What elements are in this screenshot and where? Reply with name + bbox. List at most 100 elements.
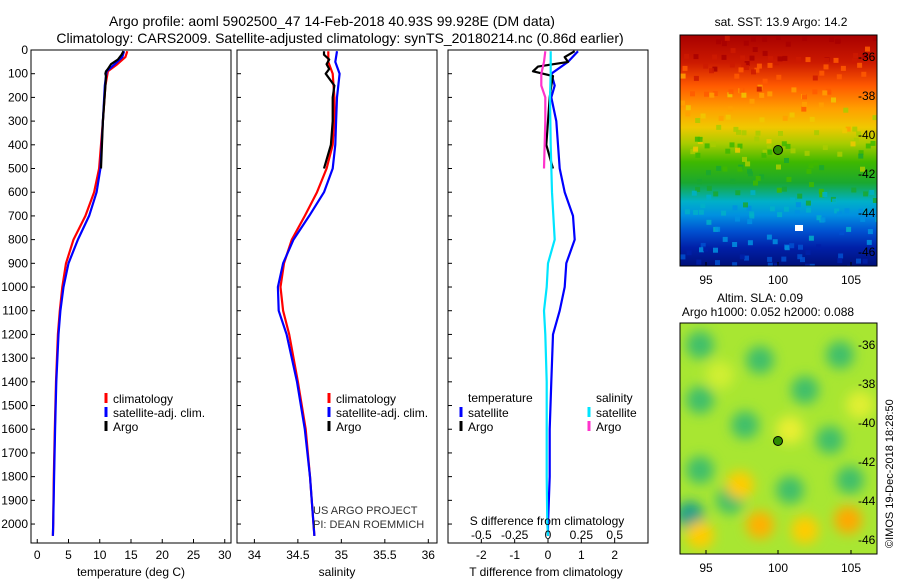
sst-cell (750, 36, 756, 42)
sst-cell (747, 240, 753, 246)
sst-cell (762, 78, 768, 84)
sst-cell (782, 55, 788, 61)
sst-cell (781, 256, 787, 262)
sst-cell (852, 126, 858, 132)
sst-cell (781, 186, 787, 192)
sst-cell (816, 215, 822, 221)
salinity-series (276, 51, 341, 536)
sst-cell (756, 86, 762, 92)
sst-cell (713, 247, 718, 253)
sst-cell (805, 200, 811, 206)
sst-cell (823, 64, 829, 70)
depth-tick-label: 100 (8, 67, 28, 81)
sst-cell (797, 193, 803, 199)
sst-cell (704, 91, 709, 97)
salinity-legend: climatology satellite-adj. clim. Argo (327, 392, 428, 434)
depth-axis-ticks: 0 100 200 300 400 500 600 700 800 900 1000 1100 1200… (1, 43, 452, 531)
series-line-satellite-adj-clim- (51, 50, 126, 536)
sst-cell (812, 75, 818, 81)
sst-cell (790, 148, 796, 154)
sst-cell (744, 65, 750, 70)
salinity-diff-tick-label: 0.5 (606, 528, 623, 542)
sst-cell (739, 254, 745, 260)
x-tick-label: 1 (578, 548, 585, 562)
sst-cell (865, 46, 870, 52)
sst-cell (733, 126, 739, 132)
depth-tick-label: 1900 (1, 493, 28, 507)
sst-cell (759, 117, 765, 123)
sst-cell (804, 150, 810, 156)
sst-cell (721, 54, 727, 60)
sst-cell (747, 168, 752, 174)
sst-cell (838, 253, 844, 259)
x-tick-label: 10 (93, 548, 107, 562)
sla-blob (686, 386, 714, 414)
sst-cell (768, 56, 774, 62)
sst-cell (776, 35, 781, 40)
sla-blob (791, 516, 819, 544)
sst-cell (735, 147, 741, 153)
x-tick-label: 30 (218, 548, 232, 562)
depth-tick-label: 1700 (1, 446, 28, 460)
sst-cell (715, 226, 721, 232)
sst-cell (709, 68, 714, 74)
sst-cell (736, 129, 741, 135)
sst-cell (798, 244, 803, 250)
depth-tick-label: 800 (8, 233, 28, 247)
sst-cell (727, 106, 733, 112)
legend-label-climatology: climatology (113, 392, 173, 406)
sst-cell (808, 163, 814, 169)
sst-cell (819, 70, 825, 76)
sst-cell (867, 229, 873, 235)
sst-cell (755, 175, 761, 181)
sst-cell (858, 208, 864, 214)
sst-cell (700, 203, 706, 209)
legend-label-sal-satellite: satellite (596, 406, 637, 420)
x-tick-label: 5 (65, 548, 72, 562)
sst-cell (722, 166, 728, 172)
salinity-panel-frame (236, 49, 438, 544)
sst-cell (832, 198, 838, 204)
sst-cell (743, 40, 749, 46)
sst-cell (837, 151, 843, 157)
sst-cell (850, 141, 856, 147)
sla-blob (826, 341, 854, 369)
sst-cell (861, 71, 867, 77)
sst-cell (774, 60, 780, 66)
sst-cell (766, 143, 772, 149)
sst-cell (834, 208, 840, 214)
sst-cell (695, 152, 701, 158)
sst-cell (703, 246, 709, 252)
sst-cell (805, 263, 811, 266)
sst-cell (783, 206, 789, 212)
map-lat-tick: -38 (858, 89, 876, 103)
sst-cell (837, 258, 843, 264)
difference-xlabel: T difference from climatology (469, 565, 623, 579)
legend-label-temp-satellite: satellite (468, 406, 509, 420)
sst-cell (872, 115, 877, 121)
map-lon-tick: 100 (768, 273, 788, 287)
map-lat-tick: -40 (858, 128, 876, 142)
sst-cell (778, 131, 783, 136)
sst-cell (843, 107, 849, 113)
sst-cell (713, 191, 719, 197)
sst-cell (751, 69, 756, 75)
sla-blob (791, 376, 819, 404)
sst-cell (796, 56, 802, 62)
series-line-salinity-satellite (542, 51, 556, 536)
sst-cell (706, 219, 712, 225)
sst-cell (700, 242, 706, 248)
depth-tick-label: 1000 (1, 280, 28, 294)
sst-cell (684, 53, 690, 59)
sst-cell (703, 63, 709, 69)
sst-cell (839, 230, 845, 236)
sst-cell (697, 136, 703, 142)
series-line-climatology (51, 50, 129, 536)
difference-legend: temperature satellite Argo salinity sate… (459, 391, 637, 434)
sst-cell (872, 35, 877, 41)
sst-cell (769, 206, 775, 212)
sst-cell (735, 216, 740, 222)
sst-cell (790, 197, 796, 203)
sst-cell (856, 131, 862, 137)
sst-cell (762, 149, 768, 155)
